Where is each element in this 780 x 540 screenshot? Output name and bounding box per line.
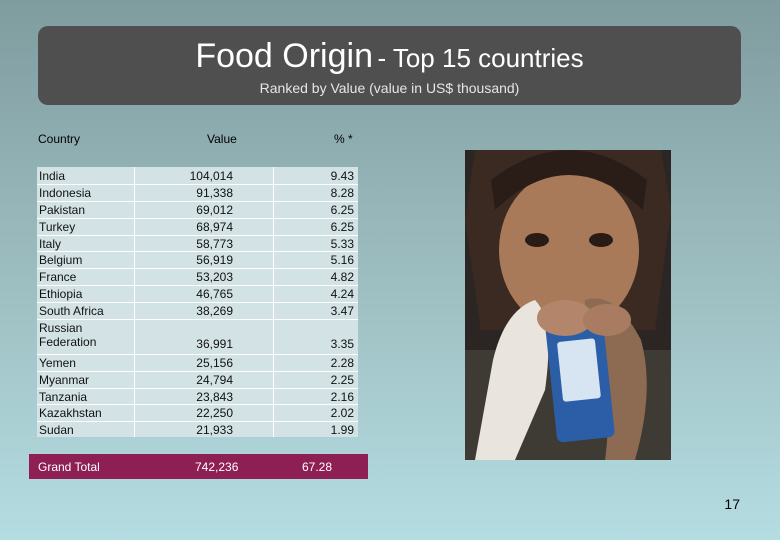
table-row: Pakistan 69,012 6.25 bbox=[37, 201, 358, 218]
pct-cell: 2.25 bbox=[330, 373, 354, 387]
grand-total-value: 742,236 bbox=[195, 460, 239, 474]
child-holding-food-packet-photo bbox=[465, 150, 671, 460]
country-cell: South Africa bbox=[39, 304, 104, 318]
value-cell: 21,933 bbox=[196, 423, 233, 437]
value-cell: 38,269 bbox=[196, 304, 233, 318]
country-cell: Myanmar bbox=[39, 373, 90, 387]
value-cell: 58,773 bbox=[196, 237, 233, 251]
pct-cell: 6.25 bbox=[330, 220, 354, 234]
country-cell: Tanzania bbox=[39, 390, 88, 404]
country-cell: France bbox=[39, 270, 77, 284]
value-cell: 69,012 bbox=[196, 203, 233, 217]
grand-total-pct: 67.28 bbox=[302, 460, 333, 474]
pct-cell: 6.25 bbox=[330, 203, 354, 217]
value-cell: 36,991 bbox=[196, 337, 233, 351]
country-cell: Kazakhstan bbox=[39, 406, 102, 420]
value-cell: 104,014 bbox=[189, 169, 233, 183]
row-divider bbox=[37, 421, 358, 422]
pct-cell: 2.16 bbox=[330, 390, 354, 404]
pct-cell: 2.28 bbox=[330, 356, 354, 370]
row-divider bbox=[37, 285, 358, 286]
pct-cell: 9.43 bbox=[330, 169, 354, 183]
table-row: Indonesia 91,338 8.28 bbox=[37, 184, 358, 201]
table-row: Belgium 56,919 5.16 bbox=[37, 251, 358, 268]
value-cell: 25,156 bbox=[196, 356, 233, 370]
table-row: Ethiopia 46,765 4.24 bbox=[37, 285, 358, 302]
table-row: Tanzania 23,843 2.16 bbox=[37, 388, 358, 404]
table-row: Italy 58,773 5.33 bbox=[37, 235, 358, 251]
header-country: Country bbox=[38, 132, 81, 146]
table-row: Kazakhstan 22,250 2.02 bbox=[37, 404, 358, 421]
country-cell: Pakistan bbox=[39, 203, 86, 217]
grand-total-label: Grand Total bbox=[38, 460, 100, 474]
value-cell: 68,974 bbox=[196, 220, 233, 234]
row-divider bbox=[37, 251, 358, 252]
row-divider bbox=[37, 354, 358, 355]
value-cell: 24,794 bbox=[196, 373, 233, 387]
header-pct: % * bbox=[334, 132, 353, 146]
pct-cell: 4.82 bbox=[330, 270, 354, 284]
header-value: Value bbox=[207, 132, 237, 146]
pct-cell: 2.02 bbox=[330, 406, 354, 420]
grand-total-bar: Grand Total 742,236 67.28 bbox=[29, 454, 368, 479]
value-cell: 56,919 bbox=[196, 253, 233, 267]
table-row: Sudan 21,933 1.99 bbox=[37, 421, 358, 437]
table-row: India 104,014 9.43 bbox=[37, 167, 358, 184]
table-row: South Africa 38,269 3.47 bbox=[37, 302, 358, 319]
row-divider bbox=[37, 319, 358, 320]
country-cell: Indonesia bbox=[39, 186, 92, 200]
row-divider bbox=[37, 371, 358, 372]
title-main: Food Origin bbox=[195, 37, 373, 75]
country-cell: Russian Federation bbox=[39, 321, 97, 349]
country-cell: Sudan bbox=[39, 423, 74, 437]
table-row: Myanmar 24,794 2.25 bbox=[37, 371, 358, 388]
pct-cell: 1.99 bbox=[330, 423, 354, 437]
pct-cell: 3.47 bbox=[330, 304, 354, 318]
value-cell: 46,765 bbox=[196, 287, 233, 301]
row-divider bbox=[37, 302, 358, 303]
table-row: Yemen 25,156 2.28 bbox=[37, 354, 358, 371]
country-cell: Belgium bbox=[39, 253, 83, 267]
pct-cell: 5.33 bbox=[330, 237, 354, 251]
country-cell: Ethiopia bbox=[39, 287, 83, 301]
slide-subtitle: Ranked by Value (value in US$ thousand) bbox=[259, 80, 520, 96]
country-cell: Turkey bbox=[39, 220, 76, 234]
pct-cell: 3.35 bbox=[330, 337, 354, 351]
photo-illustration bbox=[465, 150, 671, 460]
row-divider bbox=[37, 184, 358, 185]
slide-number: 17 bbox=[724, 496, 740, 512]
row-divider bbox=[37, 201, 358, 202]
table-row: Russian Federation 36,991 3.35 bbox=[37, 319, 358, 354]
row-divider bbox=[37, 268, 358, 269]
country-cell: Italy bbox=[39, 237, 62, 251]
row-divider bbox=[37, 218, 358, 219]
row-divider bbox=[37, 235, 358, 236]
country-cell: Yemen bbox=[39, 356, 76, 370]
value-cell: 53,203 bbox=[196, 270, 233, 284]
pct-cell: 8.28 bbox=[330, 186, 354, 200]
country-table: India 104,014 9.43 Indonesia 91,338 8.28 Pakis… bbox=[37, 167, 358, 437]
row-divider bbox=[37, 404, 358, 405]
slide-title: Food Origin - Top 15 countries bbox=[38, 37, 741, 76]
table-row: Turkey 68,974 6.25 bbox=[37, 218, 358, 235]
value-cell: 91,338 bbox=[196, 186, 233, 200]
title-suffix: - Top 15 countries bbox=[377, 43, 584, 73]
value-cell: 22,250 bbox=[196, 406, 233, 420]
pct-cell: 4.24 bbox=[330, 287, 354, 301]
country-cell: India bbox=[39, 169, 66, 183]
value-cell: 23,843 bbox=[196, 390, 233, 404]
title-box: Food Origin - Top 15 countries Ranked by… bbox=[38, 26, 741, 105]
pct-cell: 5.16 bbox=[330, 253, 354, 267]
table-row: France 53,203 4.82 bbox=[37, 268, 358, 285]
row-divider bbox=[37, 388, 358, 389]
